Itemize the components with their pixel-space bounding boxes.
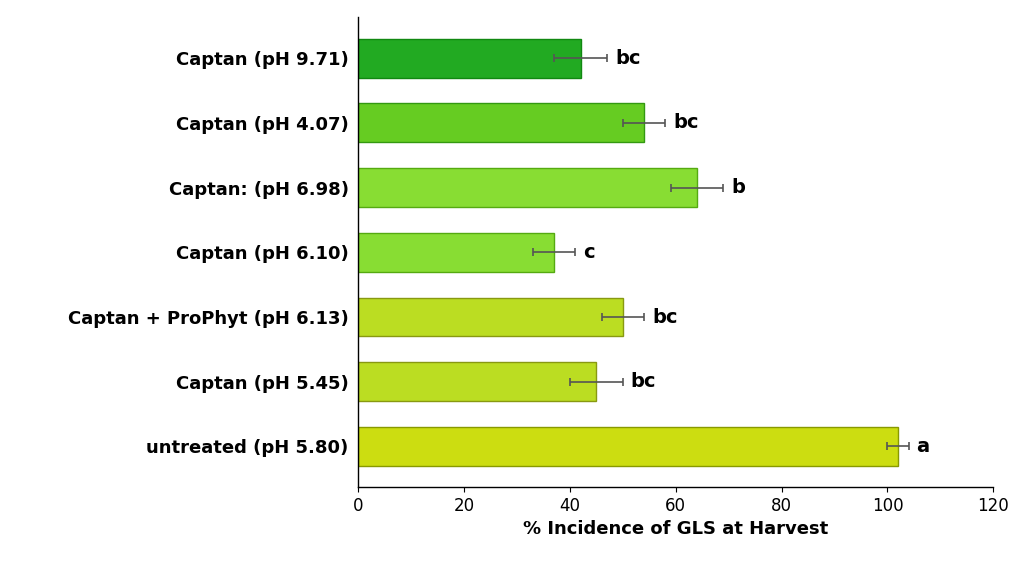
Bar xyxy=(358,427,898,466)
Bar xyxy=(358,103,644,142)
Bar xyxy=(358,168,697,207)
Text: bc: bc xyxy=(615,49,640,68)
Text: bc: bc xyxy=(673,113,698,132)
Text: b: b xyxy=(731,178,745,197)
Bar xyxy=(358,233,554,271)
Text: a: a xyxy=(916,437,930,456)
X-axis label: % Incidence of GLS at Harvest: % Incidence of GLS at Harvest xyxy=(523,520,828,538)
Bar xyxy=(358,362,596,401)
Text: c: c xyxy=(584,243,595,262)
Text: bc: bc xyxy=(652,307,678,327)
Text: bc: bc xyxy=(631,372,656,392)
Bar xyxy=(358,39,581,78)
Bar xyxy=(358,298,623,336)
